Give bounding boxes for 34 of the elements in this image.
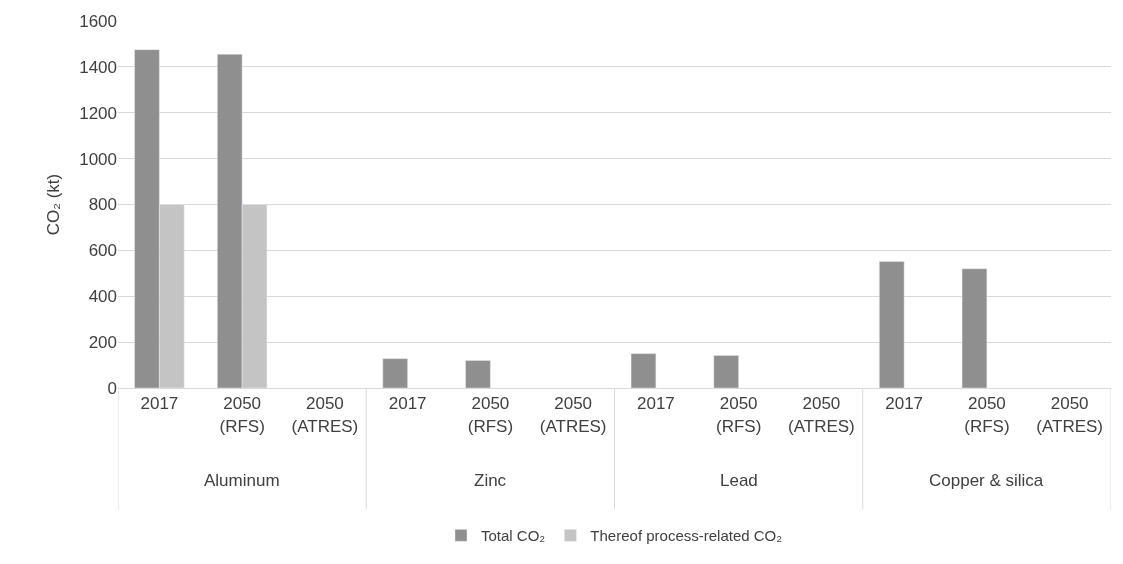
x-tick-label: 2050 (RFS) <box>964 394 1010 436</box>
y-tick-label: 1600 <box>79 11 117 31</box>
bar <box>465 360 491 388</box>
bar <box>630 353 657 388</box>
x-tick-label: 2050 (RFS) <box>715 394 762 436</box>
x-tick-label: 2050 (ATRES) <box>291 394 359 436</box>
text: Copper & silica <box>929 471 1044 490</box>
text: Zinc <box>474 471 507 490</box>
bar <box>382 358 408 388</box>
x-tick-label: 2050 (RFS) <box>219 394 265 436</box>
bar <box>713 355 739 388</box>
x-tick-label: 2050 (ATRES) <box>788 394 855 436</box>
x-tick-label: 2050 (ATRES) <box>539 394 607 436</box>
bar <box>961 268 988 388</box>
y-tick-label: 800 <box>88 195 117 215</box>
bar <box>879 261 905 388</box>
text: Lead <box>720 471 758 490</box>
y-tick-label: 600 <box>88 241 117 261</box>
y-axis-title: CO₂ (kt) <box>43 173 63 236</box>
x-tick-label: 2017 <box>636 394 675 414</box>
y-tick-label: 200 <box>88 333 117 353</box>
x-tick-label: 2017 <box>388 394 427 414</box>
x-tick-label: 2050 (ATRES) <box>1036 394 1104 436</box>
y-tick-label: 0 <box>107 378 117 398</box>
legend-label: Total CO₂ <box>481 527 546 545</box>
x-tick-label: 2050 (RFS) <box>467 394 514 436</box>
y-tick-label: 1400 <box>79 57 117 77</box>
x-tick-label: 2017 <box>885 394 924 414</box>
text: Aluminum <box>204 471 280 490</box>
legend-label: Thereof process-related CO₂ <box>590 527 783 545</box>
y-tick-label: 1200 <box>79 103 117 123</box>
y-tick-label: 1000 <box>79 149 117 169</box>
y-tick-label: 400 <box>88 287 117 307</box>
x-tick-label: 2017 <box>140 394 179 414</box>
